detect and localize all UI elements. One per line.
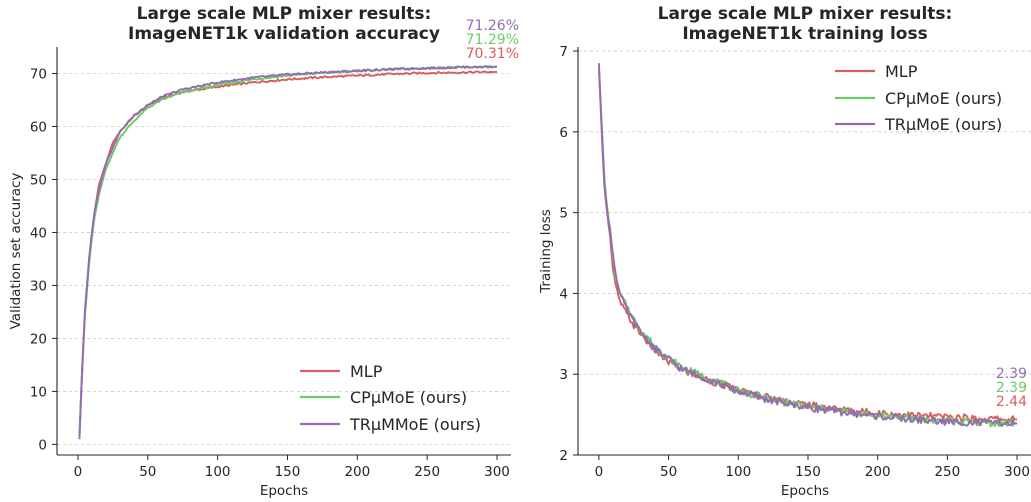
chart-title-line1: Large scale MLP mixer results: bbox=[658, 4, 953, 24]
legend-label-tr: TRμMoE (ours) bbox=[884, 115, 1002, 134]
legend: MLP CPμMoE (ours) TRμMMoE (ours) bbox=[300, 362, 481, 434]
y-tick-label: 50 bbox=[30, 172, 47, 188]
legend: MLP CPμMoE (ours) TRμMoE (ours) bbox=[835, 62, 1002, 134]
x-tick-label: 50 bbox=[139, 464, 156, 480]
legend-label-cp: CPμMoE (ours) bbox=[350, 388, 467, 407]
y-axis-label: Training loss bbox=[538, 209, 554, 294]
x-tick-label: 300 bbox=[1004, 464, 1030, 480]
final-label-cp: 2.39 bbox=[996, 380, 1027, 396]
y-ticks: 2 3 4 5 6 7 bbox=[559, 44, 578, 464]
x-tick-label: 200 bbox=[344, 464, 370, 480]
chart-title-line2: ImageNET1k training loss bbox=[682, 24, 927, 44]
y-tick-label: 60 bbox=[30, 119, 47, 135]
series-line-tr bbox=[597, 63, 1018, 428]
x-ticks: 0 50 100 150 200 250 300 bbox=[74, 455, 510, 480]
final-label-mlp: 2.44 bbox=[996, 394, 1027, 410]
x-axis-label: Epochs bbox=[260, 483, 308, 499]
y-tick-label: 7 bbox=[559, 44, 568, 60]
x-tick-label: 150 bbox=[795, 464, 821, 480]
y-tick-label: 2 bbox=[559, 448, 568, 464]
legend-label-mlp: MLP bbox=[885, 62, 918, 81]
legend-label-tr: TRμMMoE (ours) bbox=[349, 415, 481, 434]
x-tick-label: 100 bbox=[205, 464, 231, 480]
x-tick-label: 200 bbox=[865, 464, 891, 480]
y-tick-label: 5 bbox=[559, 206, 568, 222]
final-label-cp: 71.29% bbox=[466, 32, 519, 48]
y-axis-label: Validation set accuracy bbox=[8, 173, 24, 330]
series-lines bbox=[597, 63, 1018, 428]
y-tick-label: 0 bbox=[38, 437, 47, 453]
final-label-mlp: 70.31% bbox=[466, 46, 519, 62]
series-line-mlp bbox=[597, 67, 1018, 424]
y-tick-label: 70 bbox=[30, 66, 47, 82]
training-loss-chart: Large scale MLP mixer results: ImageNET1… bbox=[538, 4, 1031, 499]
x-tick-label: 50 bbox=[660, 464, 677, 480]
legend-label-mlp: MLP bbox=[350, 362, 383, 381]
y-tick-label: 20 bbox=[30, 331, 47, 347]
x-axis-label: Epochs bbox=[781, 483, 829, 499]
x-tick-label: 250 bbox=[934, 464, 960, 480]
y-tick-label: 10 bbox=[30, 384, 47, 400]
chart-title-line2: ImageNET1k validation accuracy bbox=[128, 24, 440, 44]
y-tick-label: 30 bbox=[30, 278, 47, 294]
series-line-tr bbox=[78, 65, 497, 440]
validation-accuracy-chart: Large scale MLP mixer results: ImageNET1… bbox=[8, 4, 519, 499]
x-tick-label: 0 bbox=[74, 464, 83, 480]
x-tick-label: 250 bbox=[414, 464, 440, 480]
y-tick-label: 4 bbox=[559, 286, 568, 302]
legend-label-cp: CPμMoE (ours) bbox=[885, 89, 1002, 108]
series-lines bbox=[78, 64, 497, 440]
x-tick-label: 300 bbox=[484, 464, 510, 480]
final-label-tr: 71.26% bbox=[466, 18, 519, 34]
y-ticks: 0 10 20 30 40 50 60 70 bbox=[30, 66, 57, 453]
series-line-cp bbox=[78, 64, 497, 440]
final-label-tr: 2.39 bbox=[996, 366, 1027, 382]
x-tick-label: 150 bbox=[275, 464, 301, 480]
x-tick-label: 0 bbox=[595, 464, 604, 480]
chart-title-line1: Large scale MLP mixer results: bbox=[137, 4, 432, 24]
x-ticks: 0 50 100 150 200 250 300 bbox=[595, 455, 1030, 480]
y-tick-label: 40 bbox=[30, 225, 47, 241]
y-tick-label: 3 bbox=[559, 367, 568, 383]
grid-lines bbox=[578, 50, 1031, 456]
y-tick-label: 6 bbox=[559, 125, 568, 141]
x-tick-label: 100 bbox=[725, 464, 751, 480]
